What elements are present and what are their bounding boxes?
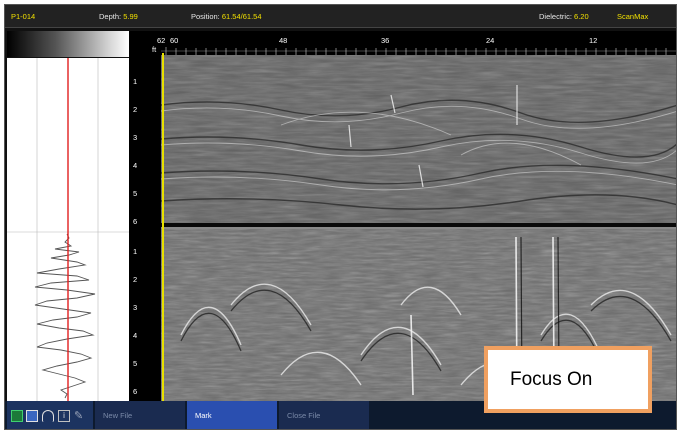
depth-tick-label: 4 [133,161,138,170]
position-readout: Position: 61.54/61.54 [191,12,262,21]
ruler-tick-label: 12 [589,36,598,45]
battery-icon[interactable] [11,410,23,422]
depth-tick-label: 3 [133,303,138,312]
depth-tick-label: 1 [133,247,138,256]
depth-tick-label: 5 [133,189,138,198]
depth-tick-label: 2 [133,275,138,284]
ruler-tick-label: 60 [170,36,179,45]
depth-tick-label: 1 [133,77,138,86]
depth-tick-label: 6 [133,217,138,226]
dielectric-readout: Dielectric: 6.20 [539,12,589,21]
depth-label: Depth: [99,12,122,21]
ruler-unit: ft [152,45,157,54]
distance-ruler: 62 60 48 36 24 12 ft [152,31,676,55]
ruler-tick-label: 24 [486,36,495,45]
file-id: P1-014 [11,12,36,21]
scan-mode: ScanMax [617,12,649,21]
ruler-ticks [161,47,676,55]
position-cursor[interactable] [162,53,164,401]
wifi-icon[interactable] [42,410,54,422]
info-icon[interactable]: i [58,410,70,422]
position-label: Position: [191,12,220,21]
depth-tick-label: 3 [133,133,138,142]
status-bar: P1-014 Depth: 5.99 Position: 61.54/61.54… [5,5,676,28]
ruler-tick-label: 36 [381,36,390,45]
depth-readout: Depth: 5.99 [99,12,138,21]
radargram-image [160,55,676,401]
gain-gradient-bar[interactable] [7,31,129,57]
radargram-panel: 62 60 48 36 24 12 ft 1 2 3 4 5 6 1 2 3 4… [129,31,676,401]
depth-value: 5.99 [123,12,138,21]
trace-panel [7,31,129,401]
ruler-tick-label: 48 [279,36,288,45]
new-file-button[interactable]: New File [95,401,185,429]
position-value: 61.54/61.54 [221,12,262,21]
tool-icon[interactable]: ✎ [74,410,84,422]
radargram-view[interactable] [160,55,676,401]
amplitude-trace [34,233,96,399]
trace-plot [7,58,129,401]
system-icons: i ✎ [7,401,93,429]
mark-button[interactable]: Mark [187,401,277,429]
focus-on-label: Focus On [510,369,593,390]
dielectric-value: 6.20 [574,12,589,21]
depth-tick-label: 4 [133,331,138,340]
bottom-toolbar: i ✎ New File Mark Close File [5,401,676,429]
depth-axis: 1 2 3 4 5 6 1 2 3 4 5 6 [129,55,161,401]
screen-icon[interactable] [26,410,38,422]
depth-tick-label: 2 [133,105,138,114]
focus-on-callout: Focus On [484,346,652,413]
close-file-button[interactable]: Close File [279,401,369,429]
ruler-tick-label: 62 [157,36,166,45]
depth-tick-label: 6 [133,387,138,396]
depth-tick-label: 5 [133,359,138,368]
scan-screen: P1-014 Depth: 5.99 Position: 61.54/61.54… [4,4,677,430]
dielectric-label: Dielectric: [539,12,572,21]
trace-view [7,58,129,401]
